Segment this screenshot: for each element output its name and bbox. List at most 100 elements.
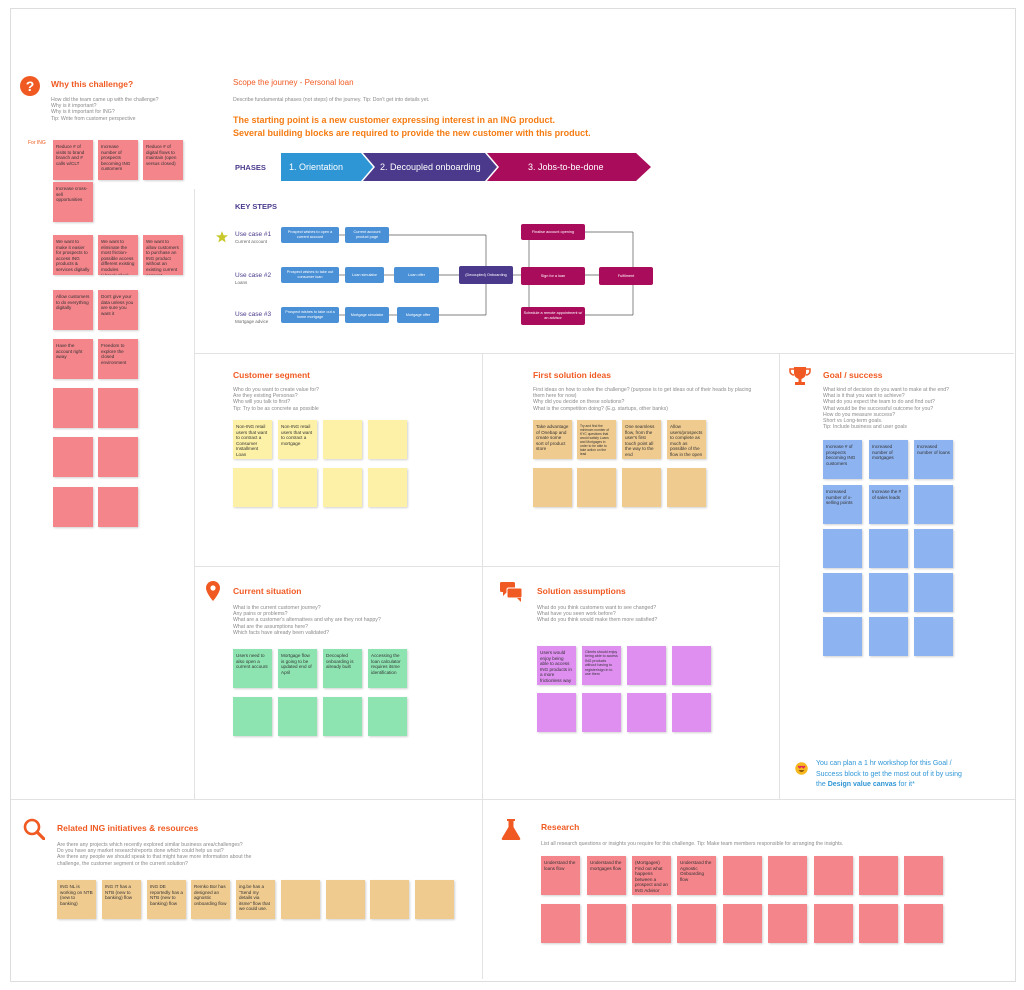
sticky-note[interactable]: Understand the Agnostic Onboarding flow (677, 856, 716, 895)
sticky-note[interactable] (632, 904, 671, 943)
sticky-note[interactable]: Increase the # of sales leads (869, 485, 908, 524)
step-mortgage-offer[interactable]: Mortgage offer (397, 307, 439, 323)
sticky-note[interactable] (672, 693, 711, 732)
sticky-note[interactable] (326, 880, 365, 919)
sticky-note[interactable] (768, 904, 807, 943)
step-consumer-loan[interactable]: Prospect wishes to take out consumer loa… (281, 267, 339, 283)
step-current-account-page[interactable]: Current account product page (345, 227, 389, 243)
sticky-note[interactable]: Users need to also open a current accoun… (233, 649, 272, 688)
sticky-note[interactable]: Remko Bor has designed an agnostic onboa… (191, 880, 230, 919)
sticky-note[interactable]: Increased number of loans (914, 440, 953, 479)
sticky-note[interactable]: Try and find the minimum number of KYC q… (577, 420, 616, 459)
sticky-note[interactable] (914, 573, 953, 612)
sticky-note[interactable] (823, 617, 862, 656)
sticky-note[interactable]: Increased number of x-selling points (823, 485, 862, 524)
sticky-note[interactable] (415, 880, 454, 919)
sticky-note[interactable]: (Mortgages) Find out what happens betwee… (632, 856, 671, 895)
sticky-note[interactable]: Increased number of mortgages (869, 440, 908, 479)
sticky-note[interactable] (677, 904, 716, 943)
sticky-note[interactable]: Take advantage of Onebap and create some… (533, 420, 572, 459)
sticky-note[interactable] (368, 697, 407, 736)
sticky-note[interactable] (323, 420, 362, 459)
sticky-note[interactable]: Reduce # of visits to brand branch and #… (53, 140, 93, 180)
sticky-note[interactable] (98, 437, 138, 477)
sticky-note[interactable] (53, 388, 93, 428)
step-mortgage-simulator[interactable]: Mortgage simulator (345, 307, 389, 323)
sticky-note[interactable] (53, 437, 93, 477)
sticky-note[interactable] (582, 693, 621, 732)
step-fulfilment[interactable]: Fulfilment (599, 267, 653, 285)
sticky-note[interactable]: Non-ING retail users that want to contra… (278, 420, 317, 459)
phase-jobs-to-be-done[interactable]: 3. Jobs-to-be-done (528, 162, 604, 172)
sticky-note[interactable]: ING IT has a NTB (new to banking) flow (102, 880, 141, 919)
sticky-note[interactable] (368, 468, 407, 507)
step-decoupled-onboarding[interactable]: (Decoupled) Onboarding (459, 266, 513, 284)
sticky-note[interactable]: Have the account right away (53, 339, 93, 379)
sticky-note[interactable] (869, 529, 908, 568)
sticky-note[interactable]: Freedom to explore the closed environmen… (98, 339, 138, 379)
sticky-note[interactable] (814, 904, 853, 943)
sticky-note[interactable]: We want to allow customers to purchase a… (143, 235, 183, 275)
sticky-note[interactable]: ing.be has a "Send my details via itsme"… (236, 880, 275, 919)
sticky-note[interactable]: Understand the loans flow (541, 856, 580, 895)
step-schedule-appointment[interactable]: Schedule a remote appointment w/ an advi… (521, 307, 585, 325)
sticky-note[interactable] (869, 573, 908, 612)
step-loan-simulator[interactable]: Loan simulator (345, 267, 384, 283)
sticky-note[interactable]: ING NL is working on NTB (new to banking… (57, 880, 96, 919)
sticky-note[interactable] (541, 904, 580, 943)
sticky-note[interactable]: Reduce # of digital flows to maintain (o… (143, 140, 183, 180)
sticky-note[interactable] (323, 697, 362, 736)
sticky-note[interactable]: Allow users/prospects to complete as muc… (667, 420, 706, 459)
sticky-note[interactable]: Non-ING retail users that want to contra… (233, 420, 272, 459)
sticky-note[interactable]: We want to eliminate the most friction-p… (98, 235, 138, 275)
step-home-mortgage[interactable]: Prospect wishes to take out a home mortg… (281, 307, 339, 323)
step-open-current-account[interactable]: Prospect wishes to open a current accoun… (281, 227, 339, 243)
sticky-note[interactable] (914, 485, 953, 524)
step-sign-loan[interactable]: Sign for a loan (521, 267, 585, 285)
whiteboard-canvas[interactable]: ? Why this challenge? How did the team c… (10, 8, 1016, 982)
sticky-note[interactable]: Allow customers to do everything digital… (53, 290, 93, 330)
sticky-note[interactable]: Increase # of prospects becoming ING cus… (823, 440, 862, 479)
sticky-note[interactable] (627, 646, 666, 685)
sticky-note[interactable] (914, 617, 953, 656)
sticky-note[interactable] (859, 856, 898, 895)
design-value-canvas-link[interactable]: Design value canvas (827, 781, 897, 788)
sticky-note[interactable] (98, 388, 138, 428)
sticky-note[interactable] (823, 573, 862, 612)
step-finalise-account[interactable]: Finalise account opening (521, 224, 585, 240)
sticky-note[interactable] (869, 617, 908, 656)
sticky-note[interactable]: We want to make it easier for prospects … (53, 235, 93, 275)
phase-decoupled-onboarding[interactable]: 2. Decoupled onboarding (380, 162, 481, 172)
sticky-note[interactable]: Don't give your data unless you are sure… (98, 290, 138, 330)
sticky-note[interactable] (723, 856, 762, 895)
sticky-note[interactable]: Users would enjoy being able to access I… (537, 646, 576, 685)
sticky-note[interactable] (278, 697, 317, 736)
sticky-note[interactable] (914, 529, 953, 568)
sticky-note[interactable] (859, 904, 898, 943)
sticky-note[interactable] (233, 697, 272, 736)
sticky-note[interactable] (723, 904, 762, 943)
sticky-note[interactable]: One seamless flow, from the user's first… (622, 420, 661, 459)
sticky-note[interactable]: Understand the mortgages flow (587, 856, 626, 895)
sticky-note[interactable] (98, 487, 138, 527)
sticky-note[interactable] (233, 468, 272, 507)
sticky-note[interactable]: Decoupled onboarding is already built (323, 649, 362, 688)
sticky-note[interactable] (281, 880, 320, 919)
sticky-note[interactable] (904, 904, 943, 943)
sticky-note[interactable]: Mortgage flow is going to be updated end… (278, 649, 317, 688)
sticky-note[interactable] (368, 420, 407, 459)
sticky-note[interactable] (370, 880, 409, 919)
sticky-note[interactable] (537, 693, 576, 732)
sticky-note[interactable]: Increase number of prospects becoming IN… (98, 140, 138, 180)
sticky-note[interactable] (622, 468, 661, 507)
sticky-note[interactable] (768, 856, 807, 895)
sticky-note[interactable] (533, 468, 572, 507)
sticky-note[interactable] (278, 468, 317, 507)
step-loan-offer[interactable]: Loan offer (394, 267, 439, 283)
sticky-note[interactable]: ING DE reportedly has a NTB (new to bank… (147, 880, 186, 919)
sticky-note[interactable] (667, 468, 706, 507)
sticky-note[interactable] (577, 468, 616, 507)
sticky-note[interactable]: Increase cross-sell opportunities (53, 182, 93, 222)
sticky-note[interactable] (53, 487, 93, 527)
sticky-note[interactable] (627, 693, 666, 732)
